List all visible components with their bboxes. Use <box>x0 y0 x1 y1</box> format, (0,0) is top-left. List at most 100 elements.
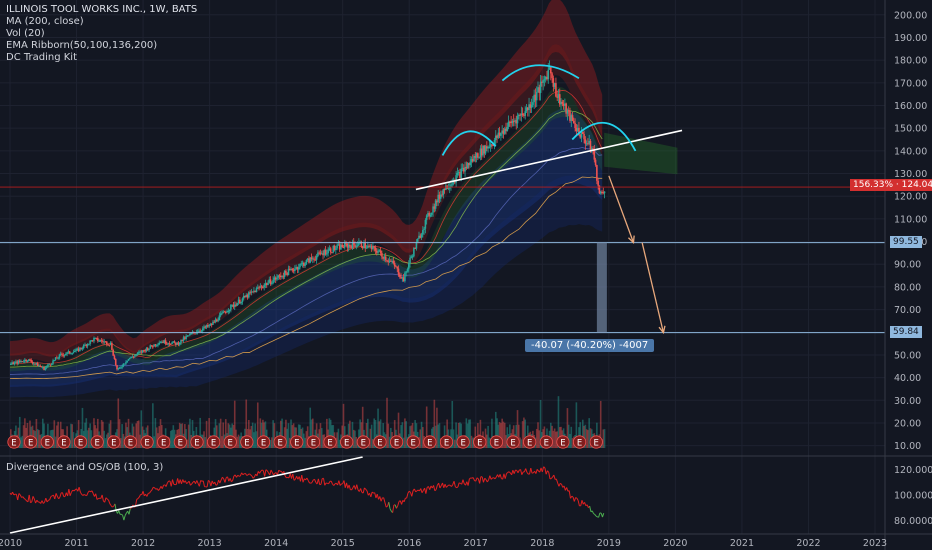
candle-body <box>62 354 65 356</box>
oscillator-title[interactable]: Divergence and OS/OB (100, 3) <box>6 462 164 473</box>
osc-tick-label: 120.0000 <box>894 465 932 476</box>
y-tick-label: 160.00 <box>894 101 927 112</box>
volume-bar <box>205 420 208 448</box>
earnings-marker <box>556 435 570 449</box>
candle-body <box>337 244 340 246</box>
candle-body <box>328 248 331 250</box>
volume-bar <box>372 438 374 448</box>
price-range-measure-label[interactable]: -40.07 (-40.20%) -4007 <box>525 339 655 352</box>
volume-bar <box>288 437 291 448</box>
osc-line-segment <box>293 478 296 481</box>
volume-bar <box>273 423 276 448</box>
candle-body <box>433 206 436 209</box>
osc-line-segment <box>91 490 94 494</box>
volume-bar <box>588 418 590 448</box>
candle-body <box>232 304 235 307</box>
trading-kit-indicator-label[interactable]: DC Trading Kit <box>6 52 77 63</box>
volume-bar <box>93 418 95 448</box>
osc-line-segment <box>36 499 39 503</box>
volume-bar <box>602 429 605 448</box>
candle-body <box>49 364 52 366</box>
candle-body <box>112 349 114 356</box>
volume-bar <box>199 417 201 448</box>
candle-body <box>108 344 111 346</box>
earnings-marker <box>423 435 437 449</box>
ma-indicator-label[interactable]: MA (200, close) <box>6 16 84 27</box>
osc-line-segment <box>561 484 564 488</box>
osc-line-segment <box>451 484 454 487</box>
candle-body <box>425 215 428 220</box>
osc-line-segment <box>23 498 26 500</box>
candle-body <box>388 260 391 262</box>
candle-body <box>253 290 255 292</box>
candle-body <box>351 241 354 249</box>
osc-line-segment <box>130 507 132 509</box>
head-arc <box>501 64 580 82</box>
volume-bar <box>390 427 392 448</box>
volume-indicator-label[interactable]: Vol (20) <box>6 28 45 39</box>
osc-line-segment <box>284 475 287 479</box>
osc-line-segment <box>558 483 561 487</box>
osc-line-segment <box>330 480 333 485</box>
candle-body <box>217 320 219 322</box>
osc-line-segment <box>78 486 81 493</box>
candle-body <box>251 291 254 293</box>
candle-body <box>445 185 447 190</box>
candle-body <box>340 244 342 250</box>
candle-body <box>159 342 162 344</box>
osc-line-segment <box>28 494 31 503</box>
volume-bar <box>41 418 44 448</box>
candle-body <box>459 172 461 178</box>
candle-body <box>184 337 186 339</box>
osc-line-segment <box>105 497 108 500</box>
osc-line-segment <box>571 495 574 498</box>
volume-bar <box>81 407 84 448</box>
osc-line-segment <box>499 474 502 479</box>
projection-arrow-1-head <box>627 235 635 244</box>
candle-body <box>132 356 135 358</box>
candle-body <box>573 120 575 124</box>
osc-line-segment <box>13 493 16 496</box>
volume-bar <box>154 418 157 448</box>
osc-line-segment <box>438 482 441 489</box>
osc-line-segment <box>544 467 547 475</box>
volume-bar <box>520 439 523 448</box>
candle-body <box>264 283 267 286</box>
candle-body <box>190 333 193 335</box>
candle-body <box>66 352 68 355</box>
volume-bar <box>361 406 364 448</box>
volume-bar <box>137 420 140 448</box>
candle-body <box>162 341 164 343</box>
candle-body <box>597 180 599 186</box>
candle-body <box>537 87 539 92</box>
candle-body <box>400 276 402 279</box>
earnings-marker-label: E <box>128 439 133 449</box>
osc-line-segment <box>553 474 556 480</box>
candle-body <box>543 79 546 81</box>
candle-body <box>456 172 459 176</box>
earnings-marker <box>439 435 454 449</box>
volume-bar <box>310 419 313 448</box>
volume-bar <box>88 427 90 448</box>
ema-ribbon-indicator-label[interactable]: EMA Ribborn(50,100,136,200) <box>6 40 158 51</box>
candle-body <box>374 247 377 251</box>
candle-body <box>500 133 502 136</box>
drawings[interactable] <box>0 64 885 335</box>
x-tick-label: 2010 <box>0 538 22 549</box>
volume-bar <box>248 419 250 448</box>
candle-body <box>555 83 557 97</box>
volume-bar <box>549 422 552 448</box>
candle-body <box>320 253 323 255</box>
candle-body <box>283 270 286 277</box>
symbol-title[interactable]: ILLINOIS TOOL WORKS INC., 1W, BATS <box>6 4 198 15</box>
osc-trendline <box>9 456 363 534</box>
candle-body <box>462 167 465 172</box>
osc-line-segment <box>210 480 213 487</box>
volume-bar <box>465 418 468 448</box>
osc-line-segment <box>364 487 367 490</box>
volume-bar <box>269 439 272 448</box>
volume-bar <box>479 419 482 448</box>
osc-line-segment <box>151 486 154 490</box>
